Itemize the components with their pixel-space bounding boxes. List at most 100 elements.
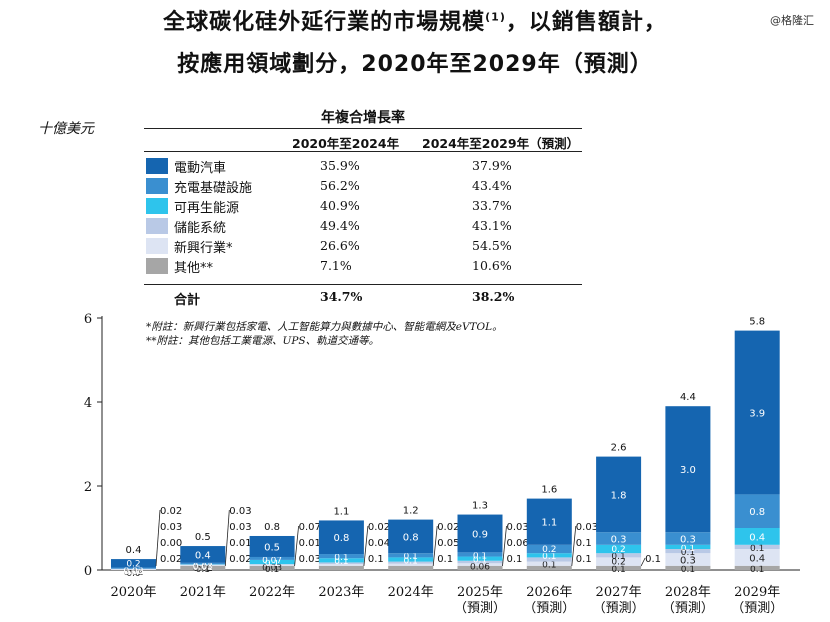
bar-value-label: 0.1 [750,565,764,575]
bar-segment [665,532,711,545]
bar-segment [180,565,226,570]
bar-segment [734,544,780,549]
bar-segment [249,556,295,560]
bar-segment [734,565,780,570]
legend-swatch [146,198,168,214]
bar-value-label: 0.1 [404,556,418,566]
cagr-2024-2029: 33.7% [472,198,512,213]
side-value-label: 0.03 [507,522,529,533]
bar-segment [318,562,364,565]
table-rule [144,151,582,152]
y-tick-label: 0 [84,564,92,579]
legend-series-name: 電動汽車 [174,161,227,176]
callout-leader [571,525,577,567]
cagr-legend-table: 年複合增長率 2020年至2024年 2024年至2029年（預測） 電動汽車 3… [144,108,582,308]
legend-series-name: 儲能系統 [174,221,227,236]
side-value-label: 0.01 [299,538,321,549]
bar-value-label: 0.1 [681,544,695,554]
bar-segment [249,535,295,557]
col-header-2024-2029: 2024年至2029年（預測） [422,136,580,151]
callout-leader [640,557,646,567]
x-category-label: 2023年 [318,585,364,600]
bar-value-label: 0.1 [265,565,279,575]
legend-series-name: 其他** [174,261,214,276]
table-rule [144,128,582,129]
bar-value-label: 0.8 [749,507,765,518]
bar-value-label: 0.03 [123,566,143,576]
side-value-label: 0.1 [576,538,592,549]
side-value-label: 0.07 [299,522,321,533]
column-headers: 2020年至2024年 2024年至2029年（預測） [144,129,582,151]
bar-segment [665,406,711,533]
bar-value-label: 0.1 [334,553,348,563]
side-value-label: 0.05 [437,538,459,549]
legend-row: 電動汽車 35.9% 37.9% [144,156,582,176]
bar-total-label: 1.6 [541,485,557,496]
side-value-label: 0.1 [576,554,592,565]
bar-segment [526,544,572,554]
cagr-2024-2029: 37.9% [472,158,512,173]
legend-swatch [146,178,168,194]
bar-value-label: 0.8 [333,533,349,544]
bar-segment [457,560,503,564]
bar-segment [457,514,503,553]
bar-value-label: 0.03 [193,562,213,572]
bar-total-label: 5.8 [749,317,765,328]
cagr-2020-2024: 26.6% [320,238,360,253]
bar-segment [318,564,364,566]
bar-segment [526,565,572,570]
legend-series-name: 可再生能源 [174,201,240,216]
bar-segment [596,557,642,566]
bar-segment [249,564,295,566]
legend-rows: 電動汽車 35.9% 37.9% 充電基礎設施 56.2% 43.4% 可再生能源 40.9%… [144,156,582,276]
bar-segment [457,556,503,561]
cagr-2024-2029: 43.4% [472,178,512,193]
bar-segment [318,565,364,570]
bar-segment [596,532,642,545]
bar-segment [596,565,642,570]
side-value-label: 0.01 [229,538,251,549]
footnote-others: **附註：其他包括工業電源、UPS、軌道交通等。 [146,335,380,347]
x-category-label: 2029年 [734,585,780,600]
bar-total-label: 1.3 [472,501,488,512]
side-value-label: 0.03 [299,554,321,565]
x-category-label: 2022年 [249,585,295,600]
x-category-label: （預測） [454,601,506,616]
total-label: 合計 [174,293,201,308]
x-category-label: 2027年 [596,585,642,600]
bar-segment [318,520,364,555]
bar-segment [180,562,226,565]
side-value-label: 0.03 [576,522,598,533]
bar-segment [318,554,364,559]
chart-title-line-2: 按應用領域劃分，2020年至2029年（預測） [177,52,653,77]
total-cagr-2020-2024: 34.7% [320,289,363,304]
bar-value-label: 0.4 [749,553,765,564]
legend-row: 儲能系統 49.4% 43.1% [144,216,582,236]
bar-value-label: 0.1 [334,557,348,567]
bar-segment [388,561,434,564]
bar-segment [249,565,295,570]
col-header-2020-2024: 2020年至2024年 [292,136,400,151]
cagr-2024-2029: 10.6% [472,258,512,273]
footnote-emerging: *附註：新興行業包括家電、人工智能算力與數據中心、智能電網及eVTOL。 [146,321,503,333]
bar-segment [596,544,642,554]
bar-value-label: 0.2 [126,559,140,569]
total-row: 合計 34.7% 38.2% [144,285,582,308]
bar-segment [734,494,780,528]
y-tick-label: 6 [84,312,92,327]
legend-row: 新興行業* 26.6% 54.5% [144,236,582,256]
side-value-label: 0.02 [437,522,459,533]
bar-value-label: 3.9 [749,409,765,420]
bar-value-label: 1.1 [541,518,557,529]
bar-value-label: 0.3 [680,535,696,546]
side-value-label: 0.04 [368,538,390,549]
bar-segment [388,557,434,562]
bar-segment [457,563,503,566]
bar-segment [526,557,572,562]
bar-value-label: 0.1 [750,544,764,554]
cagr-2020-2024: 56.2% [320,178,360,193]
bar-value-label: 0.1 [265,559,279,569]
bar-segment [526,553,572,558]
bar-value-label: 1.8 [611,490,627,501]
side-value-label: 0.02 [160,506,182,517]
